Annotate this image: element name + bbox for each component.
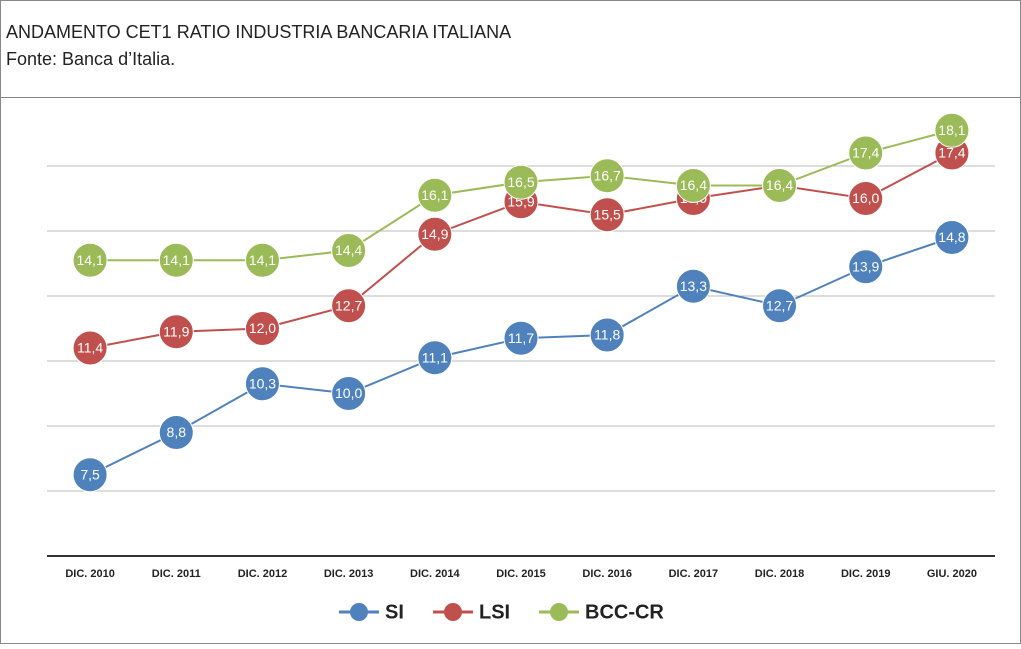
data-point [675, 168, 711, 203]
data-point [72, 330, 108, 366]
data-label: 16,5 [507, 174, 534, 190]
legend-label: LSI [479, 601, 510, 623]
data-point [244, 311, 280, 346]
data-label: 12,0 [249, 320, 276, 336]
x-tick-label: DIC. 2019 [841, 568, 891, 580]
data-label: 13,3 [680, 278, 707, 294]
data-point [331, 288, 367, 324]
legend-marker [444, 603, 462, 621]
data-label: 7,5 [80, 466, 100, 482]
data-label: 12,7 [766, 297, 793, 313]
data-label: 16,4 [766, 177, 793, 193]
data-point [72, 457, 108, 493]
data-point [848, 135, 884, 171]
data-label: 10,0 [335, 385, 362, 401]
data-label: 16,7 [594, 167, 621, 183]
data-point [589, 197, 625, 233]
data-label: 12,7 [335, 297, 362, 313]
x-tick-label: GIU. 2020 [927, 568, 977, 580]
data-point [158, 314, 194, 350]
x-tick-label: DIC. 2014 [410, 568, 460, 580]
legend-marker [350, 603, 368, 621]
data-point [158, 415, 194, 450]
data-point [417, 177, 453, 213]
legend-label: SI [385, 601, 404, 623]
data-label: 14,1 [163, 252, 190, 268]
data-label: 16,0 [852, 190, 879, 206]
data-point [331, 376, 367, 411]
data-point [589, 317, 625, 353]
data-label: 8,8 [167, 424, 187, 440]
x-tick-label: DIC. 2017 [669, 568, 719, 580]
data-point [503, 164, 539, 200]
data-point [848, 181, 884, 216]
data-label: 17,4 [938, 145, 965, 161]
chart-subtitle: Fonte: Banca d’Italia. [6, 49, 175, 69]
data-label: 17,4 [852, 145, 879, 161]
data-label: 16,4 [680, 177, 707, 193]
data-point [72, 242, 108, 278]
data-point [934, 112, 970, 148]
legend-label: BCC-CR [585, 601, 664, 623]
x-tick-label: DIC. 2013 [324, 568, 374, 580]
x-tick-label: DIC. 2010 [65, 568, 115, 580]
x-tick-label: DIC. 2012 [238, 568, 288, 580]
data-label: 11,7 [508, 330, 534, 346]
data-label: 10,3 [249, 375, 276, 391]
data-label: 14,1 [249, 252, 276, 268]
data-label: 14,8 [938, 229, 965, 245]
data-point [158, 242, 194, 278]
data-label: 14,1 [76, 252, 103, 268]
x-tick-label: DIC. 2016 [582, 568, 632, 580]
data-point [675, 268, 711, 304]
data-point [762, 168, 798, 203]
x-tick-label: DIC. 2011 [152, 568, 201, 580]
data-point [762, 288, 798, 324]
data-point [589, 158, 625, 194]
data-label: 18,1 [938, 122, 965, 138]
data-point [848, 249, 884, 285]
data-label: 11,1 [422, 349, 448, 365]
data-label: 16,1 [421, 187, 448, 203]
data-point [331, 233, 367, 268]
data-label: 13,9 [852, 258, 879, 274]
data-label: 11,4 [77, 340, 103, 356]
data-label: 11,9 [163, 323, 189, 339]
data-point [244, 366, 280, 402]
data-point [417, 340, 453, 376]
data-point [934, 220, 970, 255]
data-label: 14,4 [335, 242, 362, 258]
data-point [417, 216, 453, 252]
data-point [503, 320, 539, 356]
legend-marker [550, 603, 568, 621]
data-point [244, 242, 280, 278]
data-label: 14,9 [421, 226, 448, 242]
data-label: 11,8 [594, 327, 620, 343]
chart-title: ANDAMENTO CET1 RATIO INDUSTRIA BANCARIA … [6, 22, 511, 42]
data-label: 15,5 [594, 206, 621, 222]
x-tick-label: DIC. 2018 [755, 568, 805, 580]
x-tick-label: DIC. 2015 [496, 568, 546, 580]
